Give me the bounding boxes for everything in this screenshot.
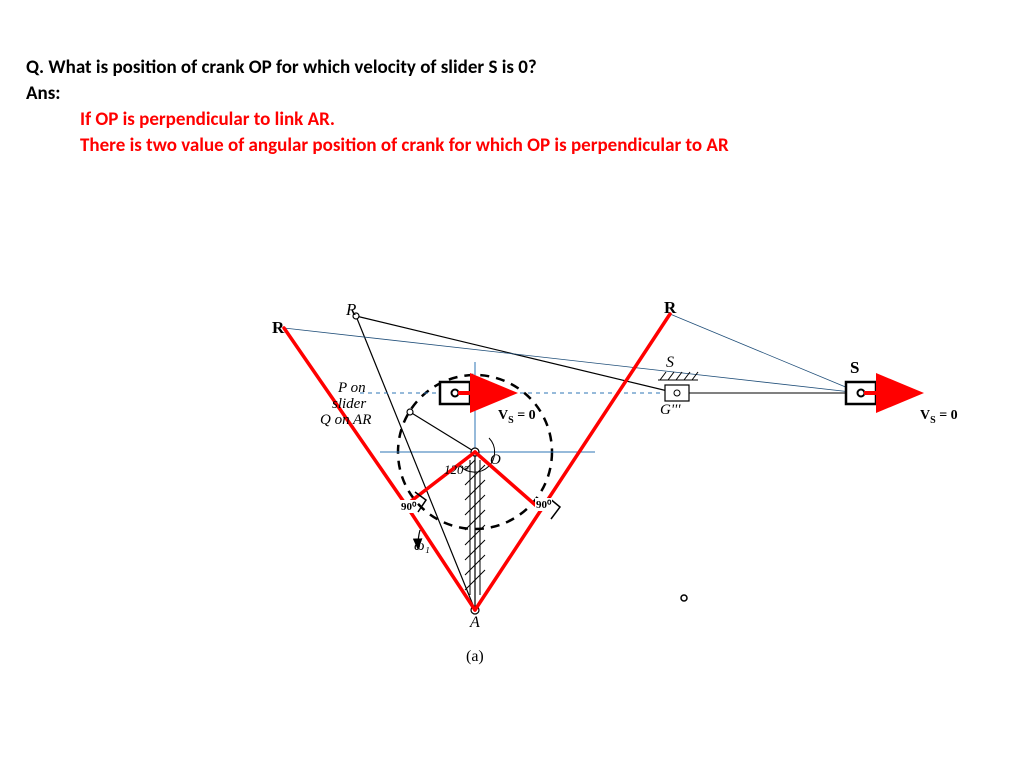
label-R-left: R [272, 318, 284, 338]
label-S-right: S [850, 358, 859, 378]
label-90-left: 90⁰ [400, 500, 417, 513]
label-Q-on-AR: Q on AR [320, 412, 371, 429]
label-vs-left: VS = 0 [498, 408, 536, 426]
label-R-right: R [664, 298, 676, 318]
label-R-orig: R [346, 300, 356, 320]
label-P-on: P on [338, 380, 366, 397]
label-fig-a: (a) [466, 648, 484, 666]
line-Rright-S [670, 314, 860, 393]
label-vs-right: VS = 0 [920, 408, 958, 426]
line-Rleft-S [284, 328, 860, 393]
page-root: Q. What is position of crank OP for whic… [0, 0, 1024, 768]
label-90-right: 90⁰ [535, 498, 552, 511]
label-120: 120° [444, 462, 469, 478]
stray-point [681, 595, 687, 601]
slider-S-original [658, 372, 698, 401]
label-slider: slider [332, 396, 366, 413]
diagram-svg [0, 0, 1024, 768]
original-mechanism [353, 313, 676, 614]
label-omega: ω₁ [414, 538, 430, 555]
label-S-orig: S [666, 354, 674, 372]
red-position-right [475, 314, 670, 610]
label-G: G''' [660, 402, 680, 419]
label-O: O [490, 452, 501, 469]
slider-right-box [846, 382, 916, 404]
label-A: A [470, 614, 480, 632]
